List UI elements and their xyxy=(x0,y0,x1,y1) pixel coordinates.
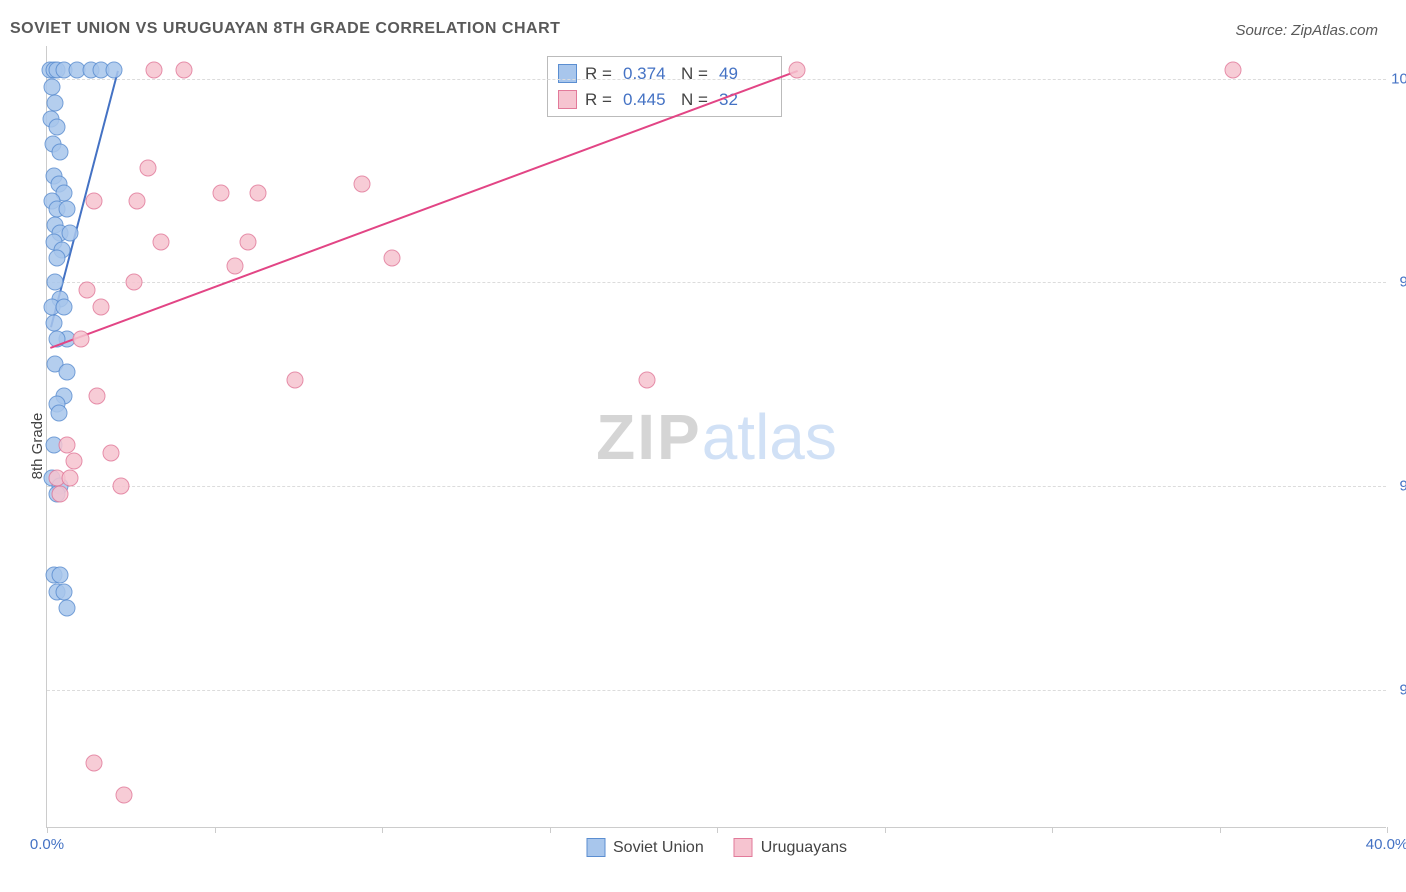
legend-r-value: 0.374 xyxy=(623,61,673,87)
legend-n-label: N = xyxy=(681,61,711,87)
data-point xyxy=(240,233,257,250)
x-tick-label: 40.0% xyxy=(1366,836,1406,853)
data-point xyxy=(59,600,76,617)
x-tick-mark xyxy=(215,827,216,833)
x-tick-mark xyxy=(717,827,718,833)
legend-series-name: Uruguayans xyxy=(761,839,847,857)
data-point xyxy=(62,225,79,242)
legend-swatch xyxy=(734,838,753,857)
data-point xyxy=(116,787,133,804)
watermark: ZIPatlas xyxy=(596,400,837,474)
data-point xyxy=(50,404,67,421)
data-point xyxy=(106,62,123,79)
trend-line xyxy=(50,70,798,349)
data-point xyxy=(250,184,267,201)
data-point xyxy=(102,445,119,462)
x-tick-mark xyxy=(47,827,48,833)
gridline xyxy=(47,79,1386,80)
legend-r-value: 0.445 xyxy=(623,87,673,113)
data-point xyxy=(89,388,106,405)
data-point xyxy=(62,469,79,486)
data-point xyxy=(176,62,193,79)
data-point xyxy=(47,274,64,291)
data-point xyxy=(92,298,109,315)
y-tick-label: 92.5% xyxy=(1399,681,1406,698)
chart-source: Source: ZipAtlas.com xyxy=(1235,22,1378,39)
data-point xyxy=(126,274,143,291)
data-point xyxy=(384,249,401,266)
y-tick-label: 95.0% xyxy=(1399,477,1406,494)
data-point xyxy=(59,437,76,454)
legend-row: R =0.374N =49 xyxy=(558,61,769,87)
x-tick-mark xyxy=(382,827,383,833)
gridline xyxy=(47,282,1386,283)
legend-r-label: R = xyxy=(585,61,615,87)
data-point xyxy=(52,567,69,584)
data-point xyxy=(49,119,66,136)
data-point xyxy=(49,249,66,266)
data-point xyxy=(65,453,82,470)
data-point xyxy=(213,184,230,201)
x-tick-mark xyxy=(1387,827,1388,833)
watermark-atlas: atlas xyxy=(702,401,837,473)
legend-swatch xyxy=(558,90,577,109)
y-axis-label: 8th Grade xyxy=(29,413,46,480)
x-tick-mark xyxy=(885,827,886,833)
data-point xyxy=(79,282,96,299)
y-tick-label: 97.5% xyxy=(1399,274,1406,291)
y-tick-label: 100.0% xyxy=(1391,70,1406,87)
data-point xyxy=(1224,62,1241,79)
data-point xyxy=(139,160,156,177)
series-legend: Soviet Union Uruguayans xyxy=(586,838,847,857)
legend-swatch xyxy=(558,64,577,83)
x-tick-label: 0.0% xyxy=(30,836,64,853)
watermark-zip: ZIP xyxy=(596,401,702,473)
legend-row: R =0.445N =32 xyxy=(558,87,769,113)
data-point xyxy=(129,192,146,209)
data-point xyxy=(638,371,655,388)
data-point xyxy=(59,200,76,217)
chart-title: SOVIET UNION VS URUGUAYAN 8TH GRADE CORR… xyxy=(10,20,560,38)
x-tick-mark xyxy=(550,827,551,833)
data-point xyxy=(72,331,89,348)
data-point xyxy=(47,95,64,112)
data-point xyxy=(146,62,163,79)
legend-item: Uruguayans xyxy=(734,838,847,857)
data-point xyxy=(55,298,72,315)
data-point xyxy=(59,363,76,380)
gridline xyxy=(47,486,1386,487)
data-point xyxy=(152,233,169,250)
data-point xyxy=(112,477,129,494)
data-point xyxy=(55,583,72,600)
gridline xyxy=(47,690,1386,691)
data-point xyxy=(45,314,62,331)
legend-swatch xyxy=(586,838,605,857)
correlation-legend: R =0.374N =49R =0.445N =32 xyxy=(547,56,782,117)
data-point xyxy=(226,257,243,274)
data-point xyxy=(85,192,102,209)
legend-r-label: R = xyxy=(585,87,615,113)
legend-item: Soviet Union xyxy=(586,838,704,857)
plot-area: ZIPatlas R =0.374N =49R =0.445N =32 Sovi… xyxy=(46,46,1386,828)
x-tick-mark xyxy=(1052,827,1053,833)
x-tick-mark xyxy=(1220,827,1221,833)
data-point xyxy=(286,371,303,388)
data-point xyxy=(353,176,370,193)
data-point xyxy=(789,62,806,79)
data-point xyxy=(85,754,102,771)
data-point xyxy=(52,143,69,160)
data-point xyxy=(44,78,61,95)
legend-series-name: Soviet Union xyxy=(613,839,704,857)
data-point xyxy=(52,486,69,503)
